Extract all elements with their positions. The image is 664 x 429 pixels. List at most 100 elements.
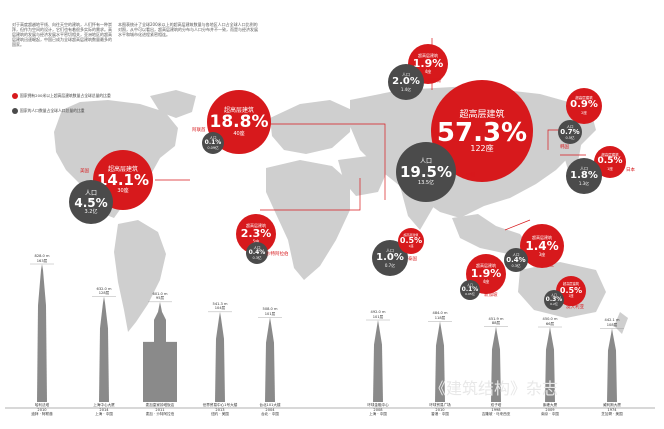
- tower-year: 2010: [37, 407, 47, 412]
- tower-year: 2010: [435, 407, 445, 412]
- tower-floors: 88层: [491, 321, 501, 326]
- watermark: 《建筑结构》杂志: [430, 379, 559, 398]
- tower-height: 632.0 m: [96, 286, 112, 291]
- legend-red-text: 国家拥有200米以上超高层建筑数量占全球总量的比重: [20, 93, 111, 98]
- tower-name: 紫峰大厦: [542, 403, 558, 407]
- saudi-location: 沙特阿拉伯: [266, 252, 289, 257]
- tower-place: 迪拜 · 阿联酋: [31, 412, 53, 416]
- malaysia-location: 马来西亚: [536, 263, 554, 268]
- japan-sky-value: 0.5%: [597, 155, 623, 166]
- aus-sky-count: 1座: [568, 294, 574, 298]
- saudi-population-circle: 人口 0.4% 0.3亿: [246, 242, 268, 264]
- korea-population-circle: 人口 0.7% 0.5亿: [558, 120, 582, 144]
- tower-place: 吉隆坡 · 马来西亚: [481, 412, 511, 416]
- aus-sky-label: 超高层建筑: [563, 282, 579, 287]
- uae-pop-label: 人口: [209, 136, 217, 140]
- uae-location: 阿联酋: [192, 128, 206, 133]
- legend-grey-swatch: [12, 108, 18, 114]
- saudi-sky-count: 5座: [253, 239, 260, 245]
- thai-sky-count: 1座: [408, 244, 414, 248]
- tower-floors: 66层: [545, 321, 555, 326]
- tower-floors: 101层: [372, 314, 384, 319]
- russia-population-circle: 人口 2.0% 1.4亿: [388, 64, 424, 100]
- china-pop-count: 13.5亿: [417, 180, 435, 186]
- intro-right-text: 本图表统计了全球200米以上的超高层建筑数量与各地区人口占全球人口比例的对照，从…: [118, 22, 258, 37]
- tower-place: 麦加 · 沙特阿拉伯: [145, 412, 175, 416]
- tower-name: 威利斯大厦: [603, 403, 621, 407]
- legend-red-swatch: [12, 93, 18, 99]
- china-sky-value: 57.3%: [436, 118, 528, 148]
- japan-location: 日本: [626, 168, 635, 173]
- malaysia-population-circle: 人口 0.4% 0.3亿: [504, 248, 528, 272]
- tower-height: 508.0 m: [262, 307, 278, 312]
- tower-year: 1974: [607, 407, 617, 412]
- tower-height: 601.0 m: [152, 291, 168, 296]
- uae-sky-count: 40座: [233, 131, 245, 137]
- japan-pop-count: 1.3亿: [578, 180, 590, 186]
- tower-year: 1998: [491, 407, 501, 412]
- tower-height: 828.0 m: [34, 254, 50, 258]
- tower-height: 492.0 m: [370, 310, 386, 314]
- china-sky-label: 超高层建筑: [459, 110, 505, 120]
- usa-sky-label: 超高层建筑: [107, 166, 138, 173]
- tower-year: 2004: [265, 407, 275, 412]
- tower-floors: 128层: [98, 291, 110, 296]
- tower-height: 451.9 m: [488, 316, 504, 321]
- thailand-skyscraper-circle: 超高层建筑 0.5% 1座: [398, 228, 424, 254]
- legend-red-row: 国家拥有200米以上超高层建筑数量占全球总量的比重: [12, 93, 112, 99]
- tower-year: 2009: [545, 407, 555, 412]
- uae-population-circle: 人口 0.1% 0.09亿: [202, 132, 224, 154]
- se-asia-shape: [452, 214, 530, 254]
- sing-sky-count: 4座: [482, 279, 490, 284]
- russia-sky-count: 4座: [424, 69, 432, 74]
- uae-pop-count: 0.09亿: [207, 146, 219, 150]
- malay-sky-value: 1.4%: [525, 238, 559, 253]
- tower-place: 上海 · 中国: [369, 412, 387, 416]
- aus-pop-value: 0.3%: [545, 296, 563, 303]
- singapore-location: 新加坡: [484, 293, 498, 298]
- tower-name: 环球贸易广场: [429, 403, 451, 407]
- uae-sky-label: 超高层建筑: [223, 107, 254, 114]
- tower-floors: 95层: [155, 296, 165, 301]
- tower-name: 上海中心大厦: [93, 403, 115, 407]
- legend-grey-row: 国家的人口数量占全球人口总量的比重: [12, 108, 112, 114]
- tower-place: 纽约 · 美国: [211, 412, 229, 416]
- malay-pop-label: 人口: [512, 252, 520, 257]
- malay-pop-value: 0.4%: [506, 255, 526, 264]
- tower-place: 香港 · 中国: [431, 412, 449, 416]
- korea-sky-value: 0.9%: [570, 99, 598, 110]
- saudi-pop-count: 0.3亿: [252, 256, 262, 260]
- korea-skyscraper-circle: 超高层建筑 0.9% 2座: [566, 88, 602, 124]
- sing-sky-label: 超高层建筑: [476, 263, 496, 268]
- legend-grey-text: 国家的人口数量占全球人口总量的比重: [20, 108, 85, 113]
- tower-year: 2008: [373, 407, 383, 412]
- saudi-pop-value: 0.4%: [248, 249, 266, 256]
- thai-pop-label: 人口: [386, 247, 394, 253]
- tower-floors: 163层: [36, 258, 48, 263]
- usa-location: 美国: [80, 169, 89, 174]
- tower-height: 442.1 m: [604, 318, 620, 323]
- usa-pop-value: 4.5%: [74, 195, 108, 210]
- thai-sky-label: 超高层建筑: [403, 232, 419, 237]
- thai-pop-value: 1.0%: [376, 251, 404, 263]
- tower-place: 芝加哥 · 美国: [601, 412, 623, 416]
- russia-sky-label: 超高层建筑: [418, 53, 438, 58]
- tower-place: 南京 · 中国: [541, 412, 559, 416]
- japan-sky-count: 1座: [607, 166, 613, 171]
- malay-pop-count: 0.3亿: [511, 263, 521, 268]
- china-location: 中国: [466, 173, 475, 178]
- europe-shape: [270, 100, 352, 154]
- singapore-population-circle: 人口 0.1% 0.05亿: [460, 280, 480, 300]
- tower-floors: 104层: [214, 306, 226, 311]
- japan-population-circle: 人口 1.8% 1.3亿: [566, 158, 602, 194]
- tower-year: 2014: [99, 407, 109, 412]
- saudi-sky-value: 2.3%: [240, 227, 272, 240]
- tower-year: 2011: [155, 407, 165, 412]
- aus-pop-count: 0.2亿: [550, 302, 558, 306]
- tower-floors: 108层: [606, 322, 618, 327]
- russia-sky-value: 1.9%: [412, 57, 444, 70]
- tower-floors: 118层: [434, 315, 446, 320]
- africa-shape: [266, 160, 350, 280]
- korea-pop-label: 人口: [566, 124, 574, 129]
